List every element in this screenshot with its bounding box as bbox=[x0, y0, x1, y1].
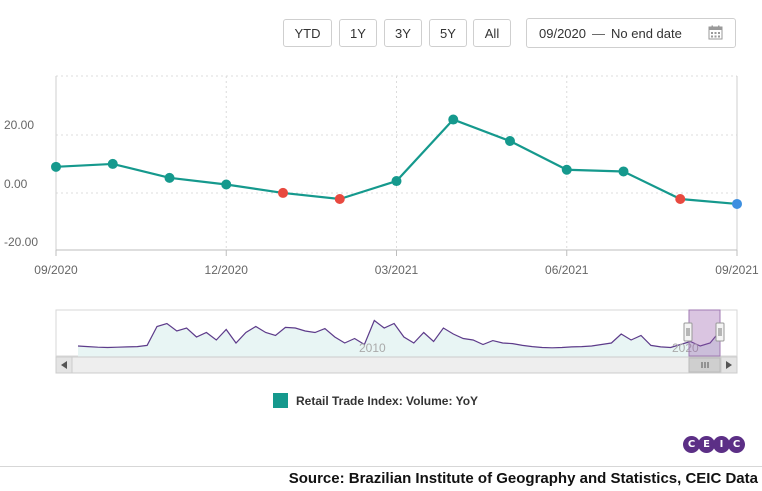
arrow-right-icon bbox=[726, 361, 732, 369]
x-axis-ticks: 09/2020 12/2020 03/2021 06/2021 09/2021 bbox=[34, 263, 759, 277]
navigator-right-handle[interactable] bbox=[715, 322, 725, 342]
range-ytd-button[interactable]: YTD bbox=[283, 19, 332, 47]
footer-divider bbox=[0, 466, 762, 467]
navigator-left-handle[interactable] bbox=[683, 322, 693, 342]
data-point bbox=[278, 187, 288, 198]
x-tick-label: 03/2021 bbox=[375, 263, 419, 277]
series-group bbox=[51, 114, 742, 209]
logo-letter-e: E bbox=[698, 436, 715, 453]
data-point bbox=[164, 172, 175, 183]
y-tick-label: 20.00 bbox=[4, 118, 34, 132]
navigator-label-2020: 2020 bbox=[672, 341, 699, 355]
navigator-label-2010: 2010 bbox=[359, 341, 386, 355]
navigator-selection[interactable] bbox=[688, 309, 721, 357]
data-point bbox=[675, 194, 686, 205]
data-point bbox=[51, 161, 61, 172]
x-tick-label: 09/2021 bbox=[715, 263, 759, 277]
data-point bbox=[221, 179, 232, 190]
range-all-button[interactable]: All bbox=[473, 19, 511, 47]
data-point bbox=[391, 176, 402, 187]
date-end: No end date bbox=[611, 25, 682, 41]
data-point bbox=[505, 136, 515, 147]
scrollbar-track[interactable] bbox=[55, 356, 738, 374]
legend-swatch bbox=[273, 393, 288, 408]
chart-grid bbox=[55, 75, 738, 250]
legend-label: Retail Trade Index: Volume: YoY bbox=[296, 393, 479, 408]
data-point bbox=[107, 158, 118, 169]
range-3y-button[interactable]: 3Y bbox=[384, 19, 422, 47]
x-tick-label: 09/2020 bbox=[34, 263, 78, 277]
data-point bbox=[334, 194, 345, 205]
source-caption: Source: Brazilian Institute of Geography… bbox=[288, 470, 758, 487]
range-5y-button[interactable]: 5Y bbox=[429, 19, 467, 47]
y-tick-label: -20.00 bbox=[4, 235, 38, 249]
chart-legend[interactable]: Retail Trade Index: Volume: YoY bbox=[273, 393, 478, 408]
navigator-line bbox=[77, 319, 721, 349]
date-separator: — bbox=[592, 25, 605, 41]
navigator: 2010 2020 bbox=[55, 309, 738, 374]
data-point bbox=[561, 164, 572, 175]
x-tick-label: 06/2021 bbox=[545, 263, 589, 277]
x-tick-label: 12/2020 bbox=[205, 263, 249, 277]
data-point bbox=[732, 198, 742, 209]
logo-letter-c2: C bbox=[728, 436, 745, 453]
logo-letter-i: I bbox=[713, 436, 730, 453]
date-start: 09/2020 bbox=[539, 25, 586, 41]
calendar-icon[interactable] bbox=[708, 25, 723, 40]
ceic-logo: C E I C bbox=[683, 436, 745, 453]
y-axis-ticks: 20.00 0.00 -20.00 bbox=[4, 118, 38, 249]
logo-letter-c1: C bbox=[683, 436, 700, 453]
line-chart: 20.00 0.00 -20.00 09/2020 12/2020 03/2021 06/… bbox=[4, 75, 759, 374]
date-range-picker[interactable]: 09/2020 — No end date bbox=[526, 18, 736, 48]
data-point bbox=[618, 166, 629, 177]
range-1y-button[interactable]: 1Y bbox=[339, 19, 377, 47]
data-point bbox=[448, 114, 459, 125]
arrow-left-icon bbox=[61, 361, 67, 369]
y-tick-label: 0.00 bbox=[4, 177, 28, 191]
